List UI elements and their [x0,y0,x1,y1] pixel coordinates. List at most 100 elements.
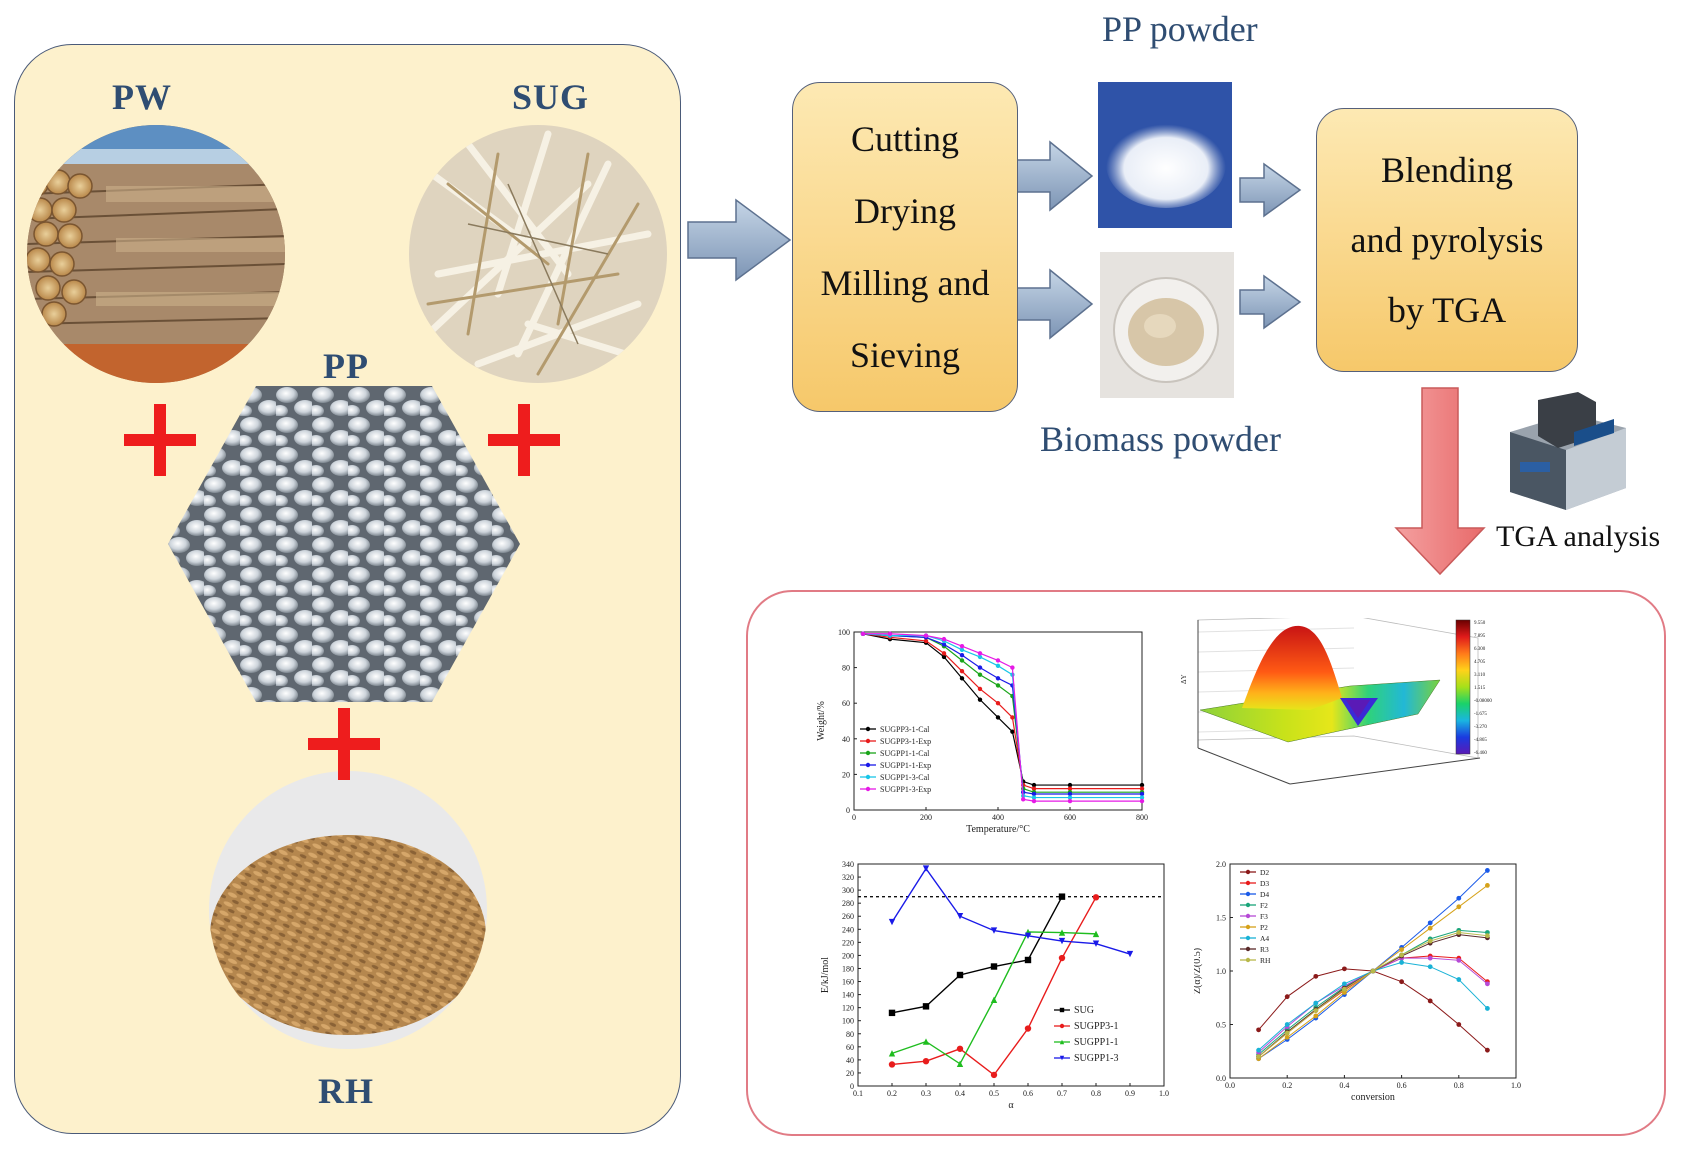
data-point [1370,968,1376,974]
data-point [959,647,965,652]
y-tick-label: 20 [842,770,850,779]
data-point [959,658,965,663]
data-point [1399,947,1404,952]
y-axis [1289,757,1481,785]
y-tick-label: 60 [842,699,850,708]
data-point [1256,1027,1261,1033]
data-point [1284,1034,1290,1040]
legend-label: A4 [1260,934,1269,943]
y-tick-label: 300 [842,886,854,895]
data-point [959,668,965,674]
data-point [923,633,929,638]
data-point [1456,977,1462,982]
y-tick-label: 80 [846,1030,854,1039]
label-pp: PP [323,346,369,386]
legend-label: SUG [1074,1005,1094,1016]
y-tick-label: 1.0 [1216,967,1226,976]
x-axis-label: Temperature/°C [966,824,1030,835]
data-point [977,665,983,670]
chart-activation-energy: 0.1 0.2 0.3 0.4 0.5 0.6 0.7 0.8 0.9 1.0 0 20 40 60 80 1… [820,860,1169,1111]
pp-powder-image [1098,82,1232,228]
rice-husk-image [208,770,488,1050]
data-point [977,686,983,692]
data-point [1245,891,1251,897]
data-point [1024,1025,1032,1032]
legend-label: SUGPP1-3-Cal [880,773,930,782]
data-point [1342,986,1347,992]
y-tick-label: 0 [850,1082,854,1091]
x-tick-label: 0.4 [1339,1081,1349,1090]
colorbar-tick-label: 3.110 [1474,673,1486,678]
data-point [1399,952,1404,958]
data-point [990,996,998,1004]
y-tick-label: 0.0 [1216,1074,1226,1083]
x-tick-label: 0.2 [1282,1081,1292,1090]
data-point [956,1060,964,1067]
x-tick-label: 1.0 [1159,1089,1169,1098]
y-tick-label: 160 [842,978,854,987]
data-point [977,654,983,660]
data-point [1399,960,1404,965]
data-point [1313,1013,1319,1019]
data-point [941,654,947,660]
y-tick-label: 340 [842,860,854,869]
data-point [1456,904,1462,910]
y-tick-label: 20 [846,1069,854,1078]
data-point [1427,920,1433,926]
label-pp-powder: PP powder [1102,9,1258,49]
series-line [891,867,1131,955]
series-line [862,633,1142,795]
step-drying: Drying [854,191,956,231]
chart-master-plots: 0.0 0.2 0.4 0.6 0.8 1.0 0.0 0.5 1.0 1.5 2.0 convers… [1194,860,1521,1103]
data-point [1284,994,1290,1000]
blending-pyrolysis-box: Blending and pyrolysis by TGA [1316,108,1578,372]
legend-label: D2 [1260,868,1269,877]
surface-peak [1242,625,1342,710]
polypropylene-pellets-image [168,386,520,702]
plus-icon-left [124,404,196,476]
colorbar-tick-label: -3.270 [1474,725,1487,730]
series-line [863,633,1142,802]
y-axis-label: Weight/% [816,701,827,741]
data-point [1126,950,1134,958]
data-point [1024,956,1032,964]
step-cutting: Cutting [850,119,960,159]
y-tick-label: 260 [842,912,854,921]
colorbar-tick-label: 4.705 [1474,660,1486,665]
data-point [1031,795,1037,800]
data-point [977,651,983,656]
data-point [995,715,1001,720]
data-point [1139,798,1145,804]
data-point [977,672,983,677]
data-point [990,927,998,934]
data-point [1058,937,1066,945]
y-tick-label: 100 [838,628,850,637]
series-line [862,633,1142,786]
data-point [1059,1023,1065,1029]
legend-label: SUGPP3-1 [1074,1021,1118,1032]
series-line [1258,931,1488,1057]
data-point [888,1009,896,1017]
surface-trough-core [1346,700,1370,718]
step-blending: Blending [1381,150,1513,190]
data-point [1139,791,1145,797]
data-point [1245,957,1251,963]
x-tick-label: 0.4 [955,1089,965,1098]
series-line [1258,934,1488,1057]
data-point [1010,729,1015,734]
series-line [862,633,1142,790]
legend-label: F3 [1260,912,1268,921]
data-point [1031,786,1037,791]
data-point [865,750,871,756]
x-axis-label: α [1008,1100,1014,1111]
data-point [1245,924,1251,930]
data-point [1427,955,1433,961]
plus-icon-bottom [308,708,380,780]
y-tick-label: 140 [842,991,854,1000]
data-point [1067,795,1073,800]
data-point [865,774,871,780]
data-point [1313,1000,1319,1006]
step-milling: Milling and [820,263,990,303]
biomass-powder-image [1100,252,1234,398]
legend-label: P2 [1260,923,1268,932]
